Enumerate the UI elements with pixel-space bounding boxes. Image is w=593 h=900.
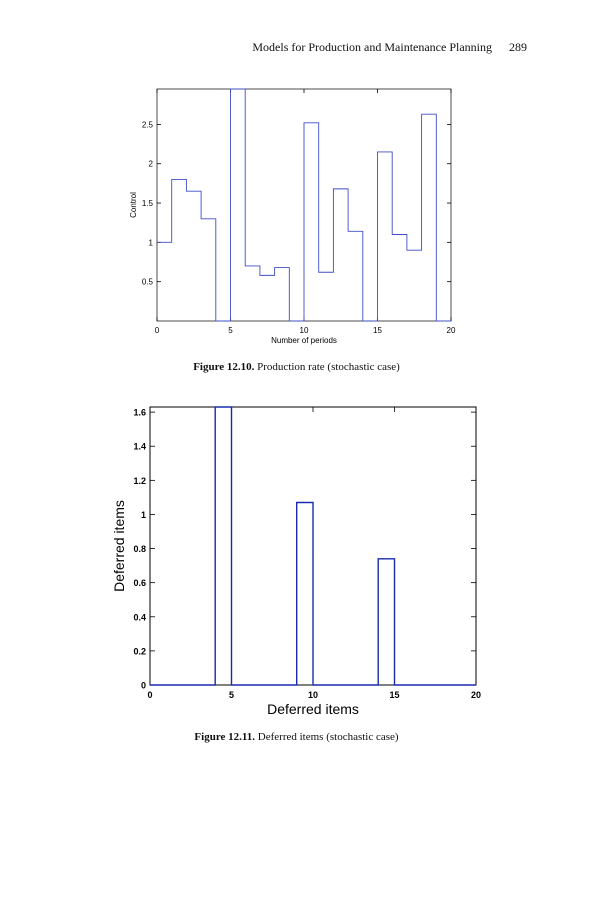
data-series-line bbox=[150, 406, 476, 686]
figure-label-1: Figure 12.10. bbox=[193, 361, 255, 373]
x-tick-label: 0 bbox=[147, 690, 152, 700]
production-rate-chart: 0 5 10 15 20 0.5 1 1.5 2 2.5 Number of periods Cont… bbox=[129, 88, 456, 345]
y-tick-label: 1 bbox=[149, 238, 154, 247]
x-tick-label: 10 bbox=[300, 326, 309, 335]
y-tick-label: 2.5 bbox=[142, 120, 154, 129]
x-tick-label: 20 bbox=[447, 326, 456, 335]
data-series-line bbox=[157, 88, 451, 322]
y-tick-label: 0.2 bbox=[133, 646, 146, 656]
figure-text-1: Production rate (stochastic case) bbox=[254, 361, 400, 373]
y-tick-label: 1.6 bbox=[133, 408, 146, 418]
y-tick-label: 1 bbox=[141, 510, 146, 520]
page-number: 289 bbox=[509, 40, 527, 54]
y-tick-label: 1.2 bbox=[133, 476, 146, 486]
deferred-items-chart: 0 5 10 15 20 0 0.2 0.4 0.6 0.8 1 1.2 1.4 1.6 Deferred … bbox=[111, 406, 481, 717]
figure-label-2: Figure 12.11. bbox=[194, 731, 256, 743]
y-tick-label: 1.4 bbox=[133, 442, 146, 452]
x-tick-label: 10 bbox=[308, 690, 318, 700]
running-title: Models for Production and Maintenance Pl… bbox=[252, 40, 492, 54]
x-tick-label: 5 bbox=[229, 690, 234, 700]
y-tick-label: 0.6 bbox=[133, 578, 146, 588]
x-axis-label: Number of periods bbox=[271, 336, 337, 345]
figure-caption-1: Figure 12.10. Production rate (stochasti… bbox=[0, 361, 593, 373]
running-header: Models for Production and Maintenance Pl… bbox=[252, 40, 527, 55]
figure-text-2: Deferred items (stochastic case) bbox=[255, 731, 399, 743]
x-tick-label: 15 bbox=[373, 326, 382, 335]
y-tick-label: 0.4 bbox=[133, 612, 146, 622]
y-axis-label: Control bbox=[129, 192, 138, 218]
y-tick-label: 1.5 bbox=[142, 199, 154, 208]
figure-caption-2: Figure 12.11. Deferred items (stochastic… bbox=[0, 731, 593, 743]
y-tick-label: 2 bbox=[149, 160, 154, 169]
y-tick-label: 0.8 bbox=[133, 544, 146, 554]
x-tick-label: 5 bbox=[228, 326, 233, 335]
x-tick-label: 20 bbox=[471, 690, 481, 700]
y-axis-label: Deferred items bbox=[111, 500, 127, 592]
x-tick-label: 15 bbox=[389, 690, 399, 700]
x-axis-label: Deferred items bbox=[267, 701, 359, 717]
y-tick-label: 0.5 bbox=[142, 278, 154, 287]
x-tick-label: 0 bbox=[155, 326, 160, 335]
y-tick-label: 0 bbox=[141, 681, 146, 691]
